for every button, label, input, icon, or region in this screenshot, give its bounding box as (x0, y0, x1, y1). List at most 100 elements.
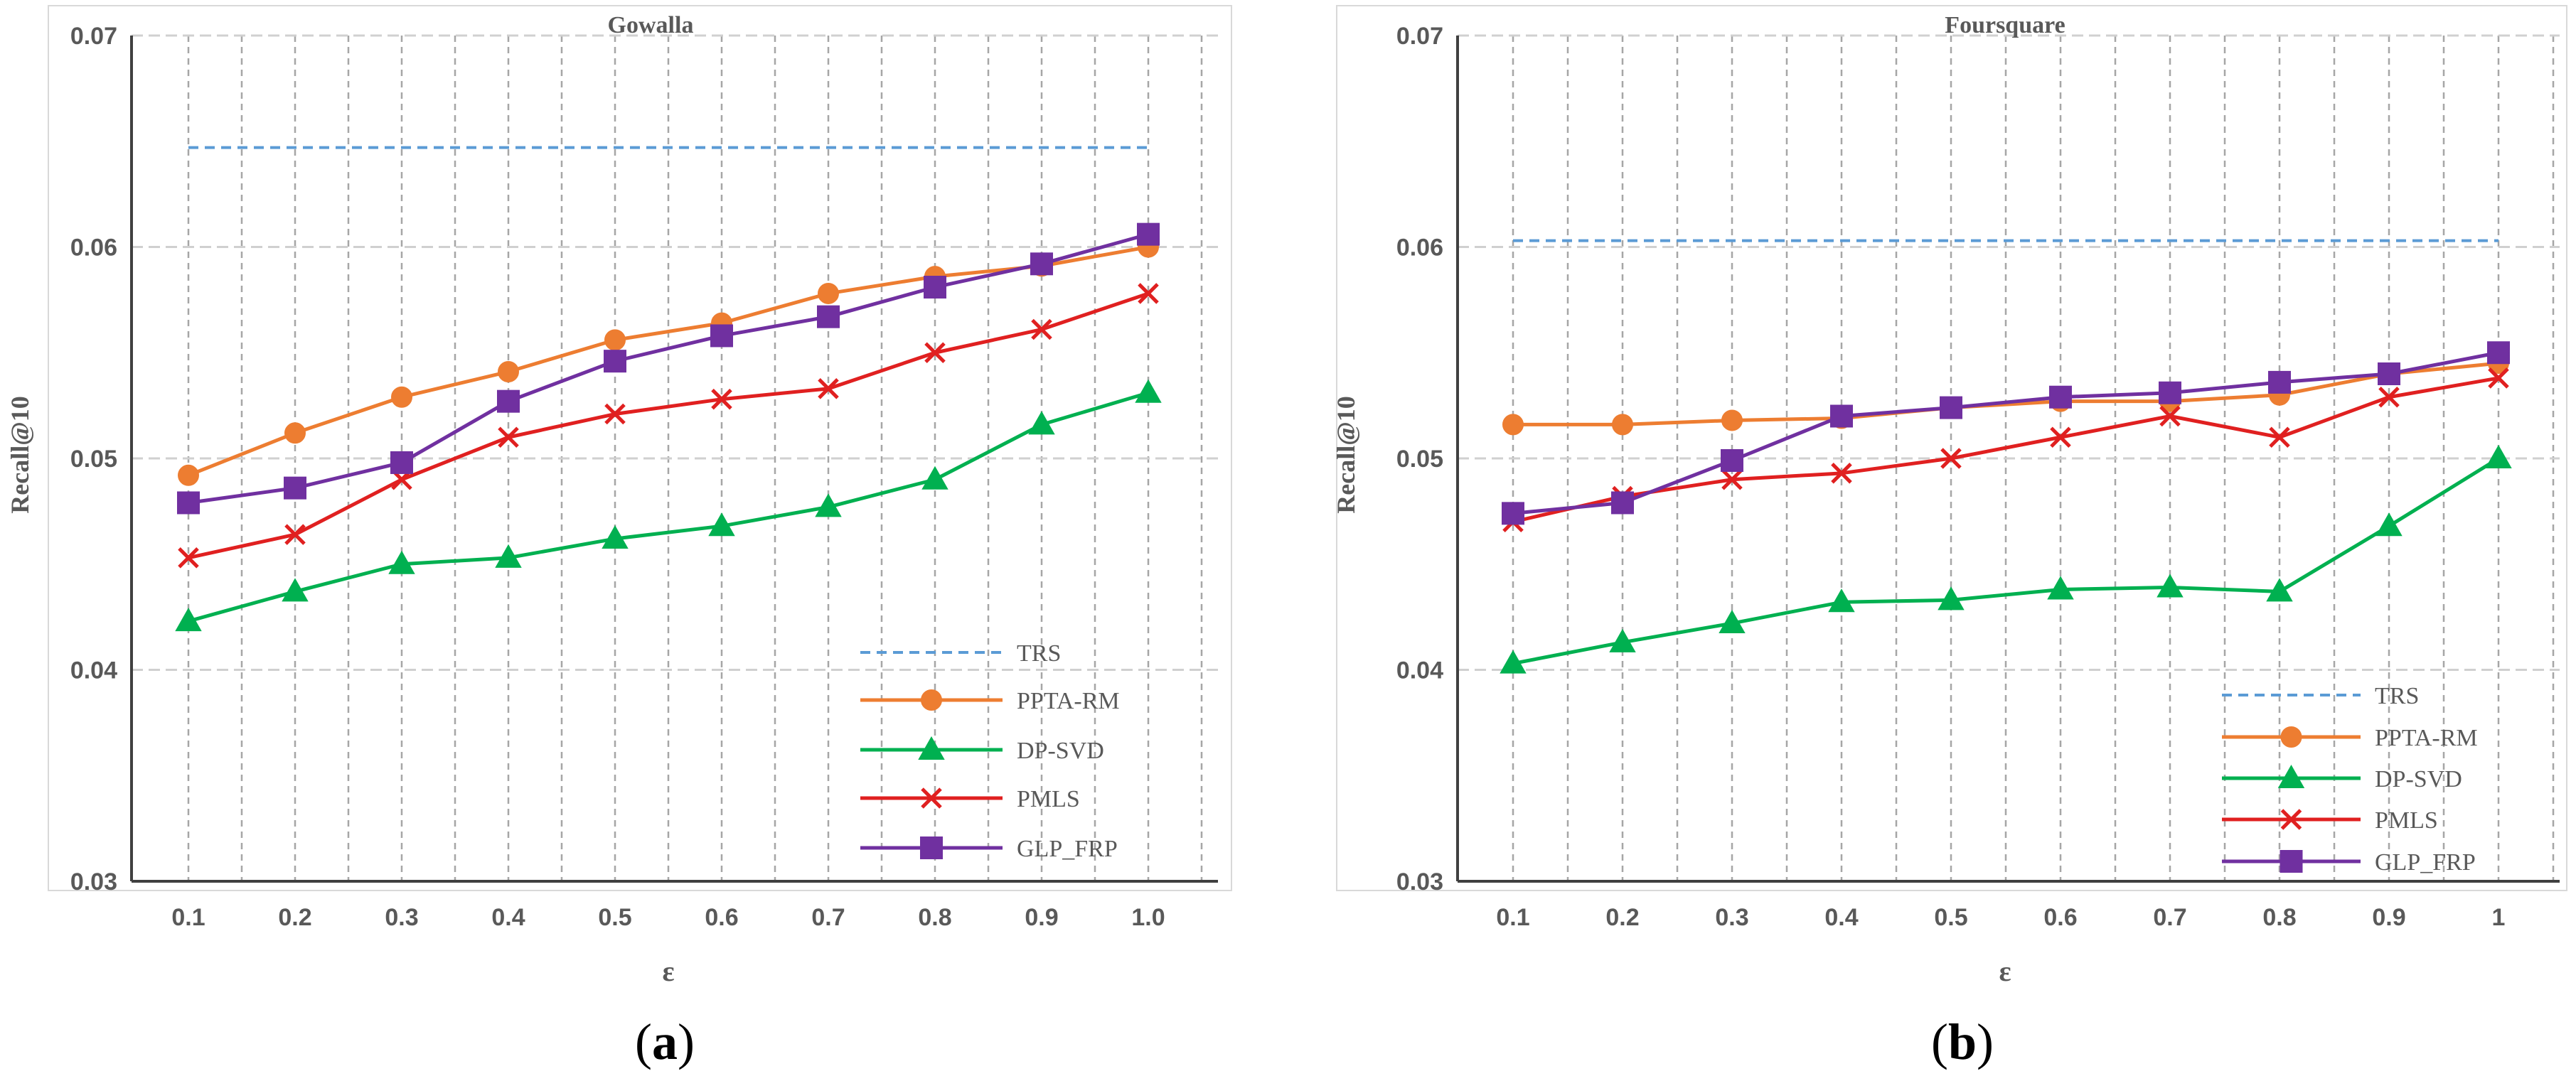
legend-marker (2280, 809, 2302, 830)
series-line (188, 391, 1149, 623)
x-axis-label: ε (1999, 955, 2011, 987)
y-tick-label: 0.03 (1396, 868, 1443, 895)
data-point (1938, 586, 1965, 610)
data-point (1940, 448, 1962, 469)
chart-panel-b: 0.03 0.04 0.05 0.06 0.07 0.1 0.2 0.3 0.4 0.5 0.6 0.… (1332, 5, 2567, 1070)
data-point (2047, 576, 2074, 600)
data-point (2159, 381, 2181, 404)
x-tick-label: 1.0 (1131, 904, 1165, 931)
data-point (1830, 404, 1853, 428)
series-line (188, 232, 1149, 505)
data-point (1612, 414, 1633, 436)
data-point (390, 451, 413, 474)
legend-marker (921, 689, 942, 711)
series-glp-frp (177, 222, 1160, 515)
y-axis-label: Recall@10 (1332, 396, 1360, 513)
data-point (1831, 463, 1852, 484)
data-point (815, 493, 842, 517)
legend-item: PMLS (860, 786, 1080, 812)
panel-caption-letter: b (1948, 1013, 1977, 1070)
legend-label: DP-SVD (1017, 738, 1104, 764)
x-tick-label: 0.1 (171, 904, 205, 931)
y-tick-label: 0.07 (70, 23, 117, 50)
data-point (604, 350, 626, 373)
data-point (604, 403, 626, 425)
data-point (2375, 512, 2403, 537)
legend-item: TRS (860, 640, 1061, 667)
data-point (497, 389, 520, 413)
panel-caption: (b) (1931, 1013, 1994, 1070)
data-point (2488, 367, 2509, 389)
x-tick-label: 0.7 (2153, 904, 2186, 931)
chart-title: Gowalla (608, 12, 694, 38)
x-axis-label: ε (662, 955, 674, 987)
series-glp-frp (1502, 341, 2510, 525)
data-point (498, 361, 519, 383)
series-dp-svd (175, 379, 1162, 632)
y-tick-label: 0.04 (70, 657, 117, 684)
data-point (1609, 628, 1636, 652)
data-point (711, 388, 732, 410)
legend-label: DP-SVD (2375, 766, 2462, 792)
data-point (1031, 318, 1052, 340)
series-pmls (1502, 367, 2509, 533)
chart-title: Foursquare (1945, 12, 2065, 38)
series-line (188, 245, 1149, 478)
data-point (391, 386, 412, 408)
data-point (2378, 386, 2400, 408)
data-point (2269, 426, 2290, 448)
x-tick-label: 0.9 (2372, 904, 2405, 931)
legend-item: DP-SVD (860, 736, 1104, 764)
data-point (1721, 409, 1743, 431)
series-line (1512, 350, 2499, 515)
x-tick-label: 0.5 (598, 904, 631, 931)
data-point (2049, 385, 2072, 409)
legend-label: TRS (2375, 683, 2419, 709)
x-tick-label: 0.3 (1715, 904, 1748, 931)
y-axis-label: Recall@10 (6, 396, 34, 513)
legend-label: GLP_FRP (2375, 849, 2476, 876)
y-tick-label: 0.07 (1396, 23, 1443, 50)
data-point (924, 276, 946, 299)
data-point (2159, 405, 2181, 427)
data-point (817, 305, 840, 328)
data-point (1500, 650, 1527, 674)
data-point (602, 525, 629, 549)
legend-item: GLP_FRP (860, 836, 1118, 862)
data-point (2485, 444, 2512, 468)
legend-label: PMLS (2375, 807, 2438, 834)
legend-label: PPTA-RM (1017, 688, 1120, 714)
legend-item: PPTA-RM (860, 688, 1120, 714)
series-pmls (178, 283, 1159, 569)
legend-item: DP-SVD (2222, 764, 2462, 792)
legend-marker (920, 836, 943, 859)
x-tick-label: 0.3 (385, 904, 418, 931)
data-point (924, 342, 946, 364)
y-tick-label: 0.05 (70, 446, 117, 473)
data-point (498, 426, 519, 448)
x-tick-label: 0.7 (811, 904, 845, 931)
panel-caption: (a) (635, 1013, 695, 1070)
x-tick-label: 0.2 (1605, 904, 1639, 931)
x-tick-label: 0.8 (918, 904, 951, 931)
data-point (178, 464, 199, 486)
data-point (1135, 379, 1162, 403)
data-point (710, 324, 733, 348)
x-tick-label: 0.5 (1934, 904, 1967, 931)
series-line (1513, 361, 2499, 426)
legend-item: PPTA-RM (2222, 725, 2478, 751)
data-point (1138, 283, 1159, 304)
series-dp-svd (1500, 444, 2512, 674)
data-point (175, 608, 202, 632)
data-point (1502, 414, 1524, 436)
x-tick-label: 0.8 (2262, 904, 2296, 931)
y-tick-label: 0.03 (70, 868, 117, 895)
data-point (1828, 588, 1855, 613)
data-point (2378, 362, 2400, 385)
legend-item: TRS (2222, 683, 2419, 709)
legend-label: GLP_FRP (1017, 836, 1118, 862)
data-point (2050, 426, 2071, 448)
data-point (2266, 578, 2293, 602)
legend-marker (2277, 764, 2305, 788)
